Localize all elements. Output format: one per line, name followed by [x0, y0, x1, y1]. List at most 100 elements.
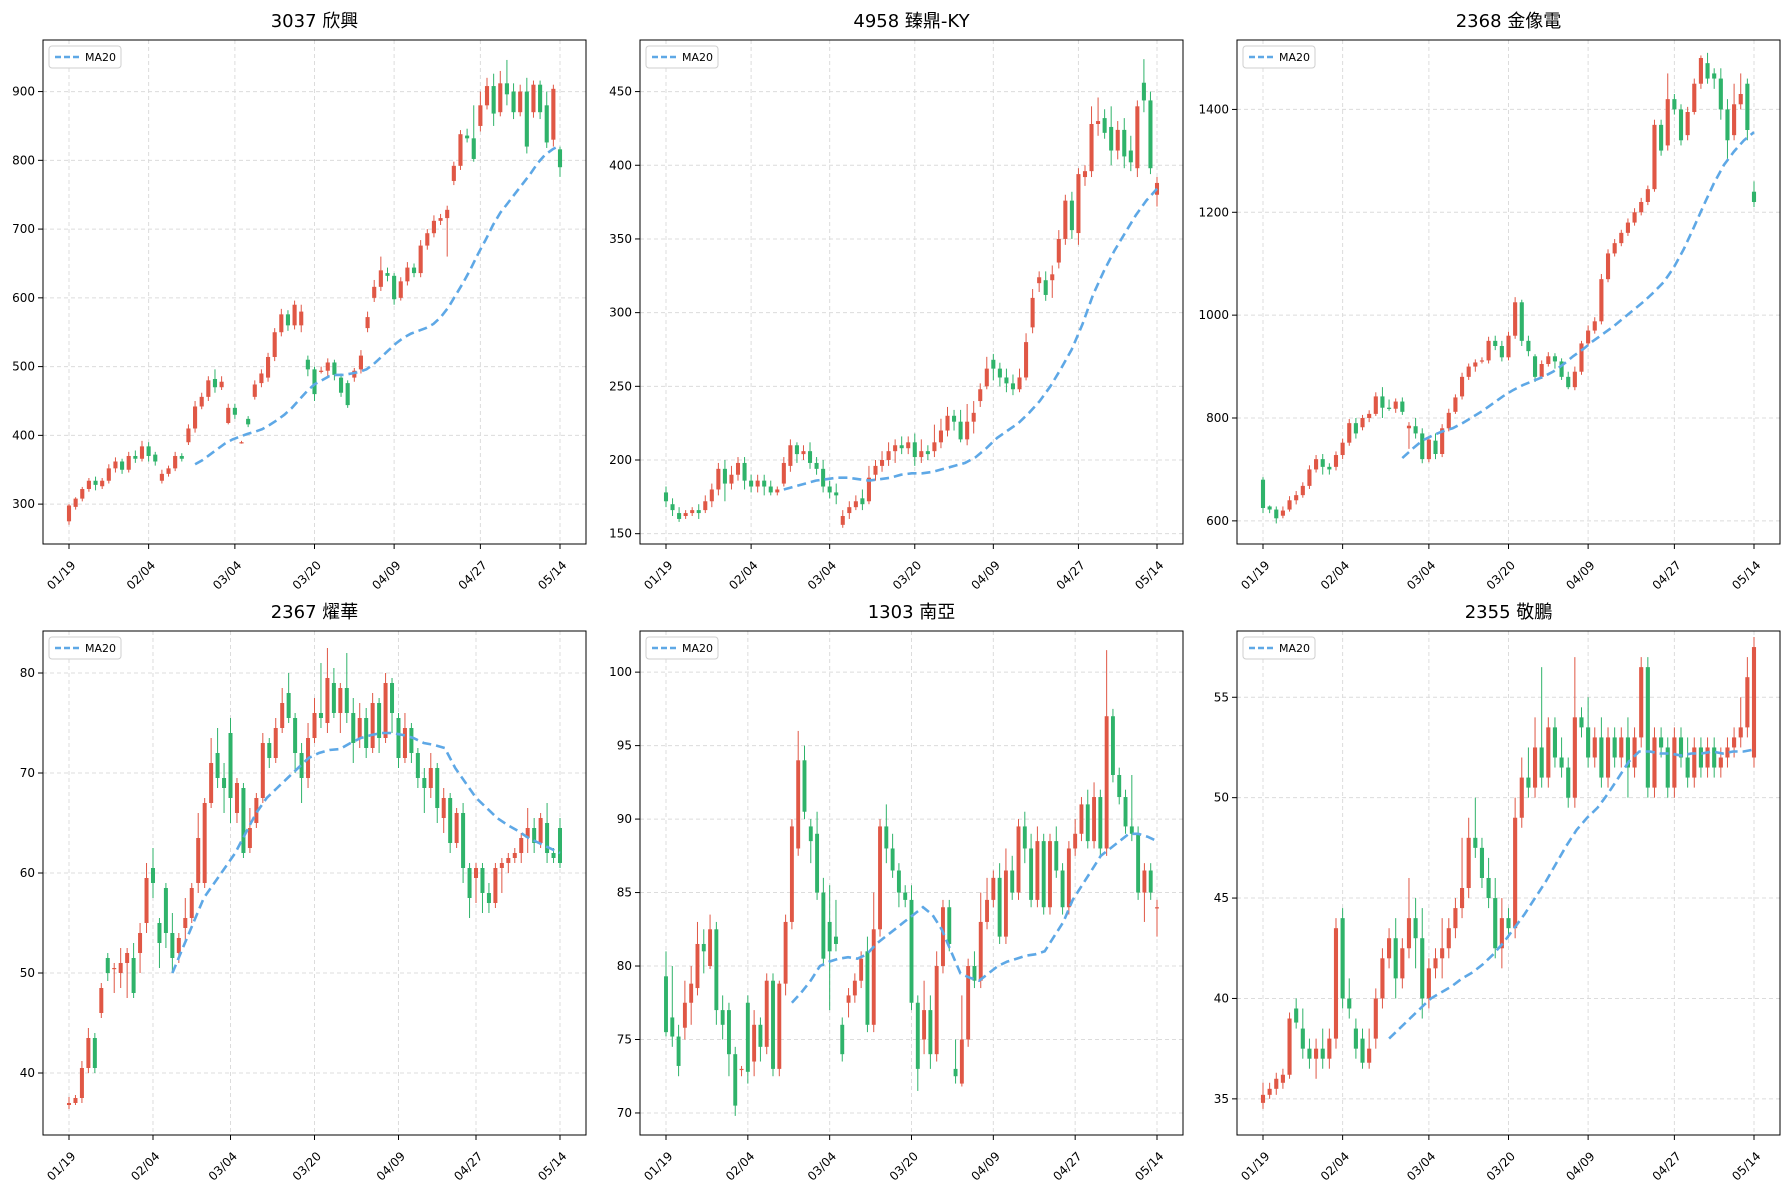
legend: MA20 [48, 636, 122, 660]
x-tick-label: 01/19 [1238, 1149, 1272, 1183]
candle-body [1552, 356, 1558, 362]
candle [428, 753, 433, 798]
candle [365, 311, 370, 333]
candle-body [821, 468, 826, 487]
candle [749, 474, 754, 493]
candle-body [777, 983, 782, 1069]
candle-body [1459, 888, 1465, 909]
candle-body [86, 1038, 91, 1068]
candle-body [312, 713, 317, 738]
x-tick-label: 01/19 [1238, 558, 1272, 592]
candle-body [351, 713, 356, 743]
candle [532, 818, 537, 853]
candle-body [1513, 302, 1518, 336]
candle-body [241, 788, 246, 853]
candle [1122, 118, 1127, 169]
candle [454, 808, 459, 848]
candle [358, 350, 364, 374]
candle [551, 84, 556, 147]
candle [1486, 336, 1491, 364]
candle-body [435, 768, 440, 808]
candle-body [176, 938, 181, 953]
candle-body [781, 462, 786, 484]
candle [1446, 408, 1451, 432]
candle [344, 653, 349, 723]
candle-body [1347, 998, 1352, 1009]
candle-body [1440, 428, 1445, 454]
candle [418, 240, 423, 278]
candle-body [125, 953, 130, 963]
candle [1063, 194, 1068, 245]
candle-body [166, 468, 171, 474]
candle [1367, 1028, 1372, 1069]
candle-body [484, 86, 490, 106]
candle [1260, 477, 1266, 514]
candle-body [903, 892, 908, 900]
candle [1123, 789, 1128, 834]
candle-body [1466, 837, 1471, 889]
candle-body [749, 480, 754, 487]
candle [1579, 340, 1584, 375]
candle [545, 803, 550, 863]
candle-body [325, 362, 330, 371]
candle [701, 929, 706, 974]
axes-frame [1236, 39, 1781, 545]
candle-body [1599, 737, 1604, 778]
candle-body [402, 728, 407, 758]
candle [538, 813, 543, 848]
candle-body [344, 688, 349, 713]
x-tick-label: 03/20 [887, 1149, 921, 1183]
candle-body [480, 868, 485, 893]
candle [1037, 271, 1042, 292]
candle-body [1373, 998, 1378, 1039]
y-tick-label: 50 [20, 966, 35, 980]
candle-body [1314, 1048, 1319, 1059]
candle [801, 445, 806, 460]
candle [689, 966, 694, 1025]
candle [1559, 358, 1564, 380]
candle [80, 486, 85, 502]
candle [852, 973, 857, 1003]
candle-body [498, 83, 503, 113]
candle-body [493, 868, 498, 903]
candle [1678, 727, 1684, 768]
candle-body [524, 91, 529, 147]
candle-body [126, 455, 131, 470]
candle [465, 128, 470, 143]
candle-body [1110, 716, 1115, 775]
candle [1506, 331, 1511, 361]
candle-body [1327, 1038, 1332, 1059]
candle [815, 811, 820, 900]
candle [1599, 717, 1604, 788]
candle [364, 708, 369, 758]
candle-body [1063, 200, 1068, 239]
candle [1406, 422, 1412, 449]
candle-body [1718, 757, 1723, 768]
candle-body [1499, 918, 1504, 949]
x-tick-label: 05/14 [1132, 1149, 1166, 1183]
x-tick-label: 04/27 [1050, 1149, 1084, 1183]
candle-body [1698, 747, 1703, 768]
candle-body [1592, 321, 1597, 331]
candle-body [965, 421, 970, 440]
candle-body [1678, 737, 1684, 758]
candle-body [922, 1010, 927, 1040]
candle [781, 457, 786, 487]
candle-body [226, 407, 231, 423]
candle-body [827, 921, 832, 952]
candle-body [1010, 383, 1016, 390]
candle-body [445, 209, 450, 219]
legend-box [48, 45, 122, 69]
candle-body [372, 286, 377, 298]
candle [378, 256, 383, 291]
candle-body [1017, 377, 1022, 390]
candle [73, 497, 78, 510]
candle [752, 1010, 757, 1077]
y-tick-label: 55 [1214, 690, 1229, 704]
candle-body [219, 381, 224, 388]
candle [947, 899, 952, 952]
candle-body [683, 513, 688, 516]
candle [1552, 353, 1558, 369]
candle-body [1115, 129, 1120, 151]
legend: MA20 [1242, 636, 1316, 660]
